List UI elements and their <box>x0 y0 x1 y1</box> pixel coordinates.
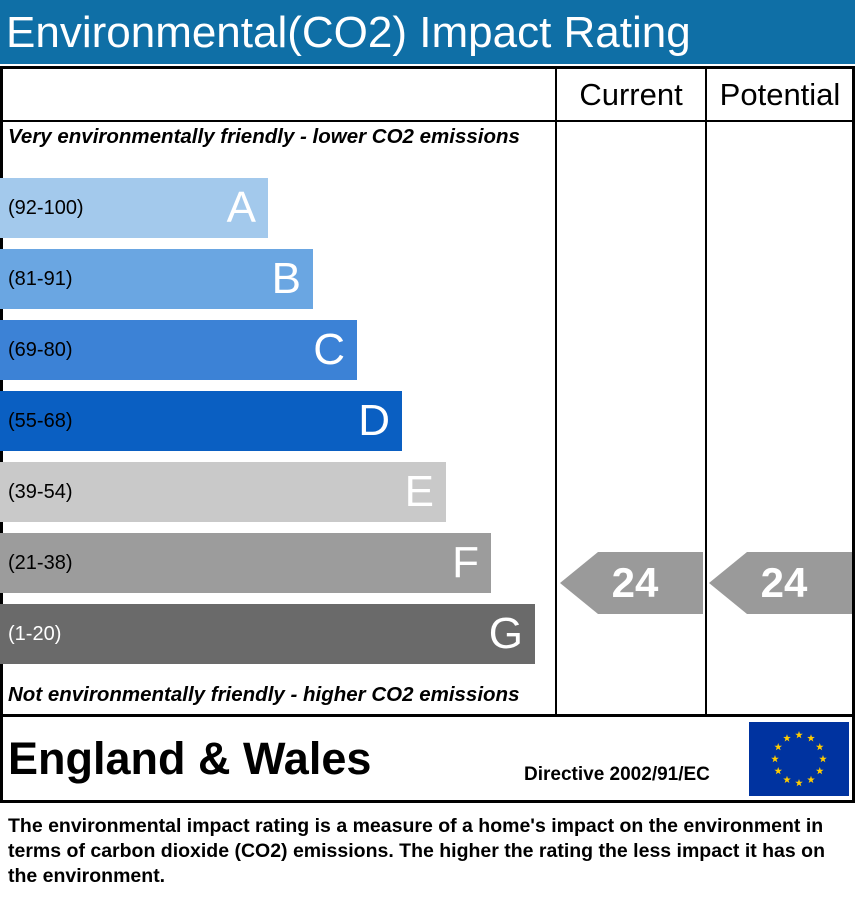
band-bar-g <box>0 604 535 664</box>
band-bar-b <box>0 249 313 309</box>
country-label: England & Wales <box>8 733 372 784</box>
header-row-divider <box>0 120 855 122</box>
band-bar-d <box>0 391 402 451</box>
band-letter-e: E <box>404 467 434 516</box>
band-range-c: (69-80) <box>8 339 73 361</box>
eu-flag-icon <box>749 722 849 796</box>
potential-rating-arrow <box>709 552 852 614</box>
frame-right-border <box>852 66 855 802</box>
eu-star <box>783 734 791 742</box>
eu-star <box>807 734 815 742</box>
frame-bottom-border <box>0 800 855 803</box>
eu-star <box>815 743 824 751</box>
band-letter-f: F <box>452 538 479 587</box>
footnote: The environmental impact rating is a mea… <box>8 815 825 887</box>
band-range-e: (39-54) <box>8 481 73 503</box>
band-bar-f <box>0 533 491 593</box>
top-caption: Very environmentally friendly - lower CO… <box>8 125 520 148</box>
potential-column-divider <box>705 66 707 716</box>
current-rating-value: 24 <box>611 559 659 606</box>
potential-column-header: Potential <box>719 77 841 112</box>
eu-star <box>819 755 827 763</box>
band-range-b: (81-91) <box>8 268 73 290</box>
band-range-f: (21-38) <box>8 552 73 574</box>
eu-star <box>807 775 815 784</box>
current-arrow-shape <box>560 552 703 614</box>
band-letter-d: D <box>358 396 390 445</box>
band-letter-a: A <box>226 183 256 232</box>
band-letter-g: G <box>488 609 523 658</box>
band-bar-e <box>0 462 446 522</box>
band-letter-c: C <box>313 325 345 374</box>
eu-star <box>795 731 803 739</box>
potential-rating-value: 24 <box>760 559 808 606</box>
eu-star <box>774 767 783 775</box>
band-letter-b: B <box>271 254 301 303</box>
band-bar-a <box>0 178 268 238</box>
band-range-g: (1-20) <box>8 623 62 645</box>
current-column-header: Current <box>579 77 683 112</box>
bottom-caption: Not environmentally friendly - higher CO… <box>8 683 520 706</box>
band-range-d: (55-68) <box>8 410 73 432</box>
eu-star <box>815 767 824 775</box>
frame-top-border <box>0 66 855 69</box>
eu-star <box>795 779 803 787</box>
eu-star <box>783 775 791 784</box>
directive-label: Directive 2002/91/EC <box>524 764 710 785</box>
footer-row-divider <box>0 714 855 717</box>
chart-title: Environmental(CO2) Impact Rating <box>0 0 855 64</box>
eu-star <box>774 743 783 751</box>
potential-arrow-shape <box>709 552 852 614</box>
band-range-a: (92-100) <box>8 197 84 219</box>
current-column-divider <box>555 66 557 716</box>
current-rating-arrow <box>560 552 703 614</box>
eu-star <box>771 755 779 763</box>
band-bar-c <box>0 320 357 380</box>
eu-flag-stars <box>771 731 827 787</box>
